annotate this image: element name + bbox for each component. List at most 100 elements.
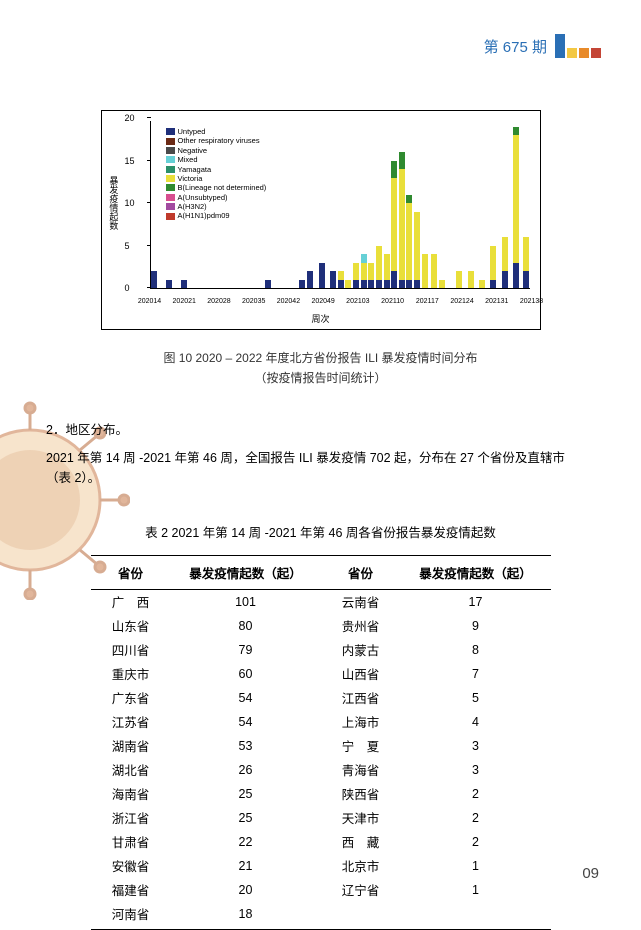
xtick: 202117 [416, 298, 439, 305]
legend-item: A(H1N1)pdm09 [166, 211, 267, 220]
cell-count: 17 [401, 589, 551, 614]
cell-province: 安徽省 [91, 854, 171, 878]
cell-province: 广东省 [91, 686, 171, 710]
th-province: 省份 [91, 555, 171, 589]
cell-province: 上海市 [321, 710, 401, 734]
chart-bar [319, 263, 325, 289]
cell-count: 25 [171, 782, 321, 806]
chart-bar [502, 237, 508, 288]
table-row: 湖南省53宁 夏3 [91, 734, 551, 758]
chart-bar [181, 280, 187, 289]
cell-count: 5 [401, 686, 551, 710]
cell-count: 9 [401, 614, 551, 638]
xtick: 202035 [242, 298, 265, 305]
cell-province: 宁 夏 [321, 734, 401, 758]
cell-province: 海南省 [91, 782, 171, 806]
chart-bar [330, 271, 336, 288]
table-row: 湖北省26青海省3 [91, 758, 551, 782]
cell-count: 2 [401, 806, 551, 830]
cell-province: 湖北省 [91, 758, 171, 782]
cell-count: 20 [171, 878, 321, 902]
chart-bar [307, 271, 313, 288]
cell-province: 青海省 [321, 758, 401, 782]
legend-item: Mixed [166, 155, 267, 164]
cell-count: 21 [171, 854, 321, 878]
table-row: 浙江省25天津市2 [91, 806, 551, 830]
cell-count: 7 [401, 662, 551, 686]
xtick: 202131 [485, 298, 508, 305]
cell-province: 天津市 [321, 806, 401, 830]
cell-province: 重庆市 [91, 662, 171, 686]
cell-count: 8 [401, 638, 551, 662]
chart-ylabel: 暴发疫情起数 [108, 176, 118, 230]
chart-bar [414, 212, 420, 289]
cell-province: 北京市 [321, 854, 401, 878]
ytick: 15 [125, 156, 135, 166]
xtick: 202021 [173, 298, 196, 305]
table-row: 广 西101云南省17 [91, 589, 551, 614]
xtick: 202124 [450, 298, 473, 305]
table-row: 海南省25陕西省2 [91, 782, 551, 806]
cell-count: 54 [171, 686, 321, 710]
chart-xlabel: 周次 [311, 312, 329, 325]
chart-bar [345, 280, 351, 289]
legend-item: Negative [166, 146, 267, 155]
cell-count: 3 [401, 734, 551, 758]
cell-province: 湖南省 [91, 734, 171, 758]
chart-bar [265, 280, 271, 289]
cell-count: 26 [171, 758, 321, 782]
ytick: 20 [125, 113, 135, 123]
caption-line2: （按疫情报告时间统计） [60, 368, 581, 388]
cell-province: 辽宁省 [321, 878, 401, 902]
cell-count: 1 [401, 854, 551, 878]
cell-province: 四川省 [91, 638, 171, 662]
xtick: 202138 [520, 298, 543, 305]
outbreak-time-chart: 暴发疫情起数 05101520 UntypedOther respiratory… [101, 110, 541, 330]
xtick: 202042 [277, 298, 300, 305]
cell-province: 云南省 [321, 589, 401, 614]
cell-province: 山东省 [91, 614, 171, 638]
cell-count: 53 [171, 734, 321, 758]
chart-bar [431, 254, 437, 288]
table-row: 广东省54江西省5 [91, 686, 551, 710]
cell-province: 山西省 [321, 662, 401, 686]
chart-bar [399, 152, 405, 288]
cell-count: 2 [401, 782, 551, 806]
chart-bar [384, 254, 390, 288]
legend-item: Yamagata [166, 165, 267, 174]
cell-province: 西 藏 [321, 830, 401, 854]
cell-province: 浙江省 [91, 806, 171, 830]
cell-province: 甘肃省 [91, 830, 171, 854]
chart-bar [391, 161, 397, 289]
cell-province: 江西省 [321, 686, 401, 710]
caption-line1: 图 10 2020 – 2022 年度北方省份报告 ILI 暴发疫情时间分布 [60, 348, 581, 368]
cell-province: 内蒙古 [321, 638, 401, 662]
xtick: 202014 [138, 298, 161, 305]
legend-item: A(Unsubtyped) [166, 193, 267, 202]
cell-province: 江苏省 [91, 710, 171, 734]
cell-count: 22 [171, 830, 321, 854]
legend-item: Other respiratory viruses [166, 136, 267, 145]
legend-item: B(Lineage not determined) [166, 183, 267, 192]
chart-bar [338, 271, 344, 288]
cell-count: 80 [171, 614, 321, 638]
table-row: 山东省80贵州省9 [91, 614, 551, 638]
chart-bar [490, 246, 496, 289]
chart-bar [151, 271, 157, 288]
xtick: 202049 [311, 298, 334, 305]
xtick: 202103 [346, 298, 369, 305]
section-paragraph: 2021 年第 14 周 -2021 年第 46 周，全国报告 ILI 暴发疫情… [46, 448, 581, 488]
chart-bar [513, 127, 519, 289]
th-province: 省份 [321, 555, 401, 589]
cell-count: 4 [401, 710, 551, 734]
table-row: 甘肃省22西 藏2 [91, 830, 551, 854]
cell-count: 1 [401, 878, 551, 902]
legend-item: A(H3N2) [166, 202, 267, 211]
cell-count: 79 [171, 638, 321, 662]
table-row: 江苏省54上海市4 [91, 710, 551, 734]
th-count: 暴发疫情起数（起） [171, 555, 321, 589]
table-row: 福建省20辽宁省1 [91, 878, 551, 902]
legend-item: Untyped [166, 127, 267, 136]
chart-bar [368, 263, 374, 289]
section-heading: 2．地区分布。 [46, 419, 581, 438]
